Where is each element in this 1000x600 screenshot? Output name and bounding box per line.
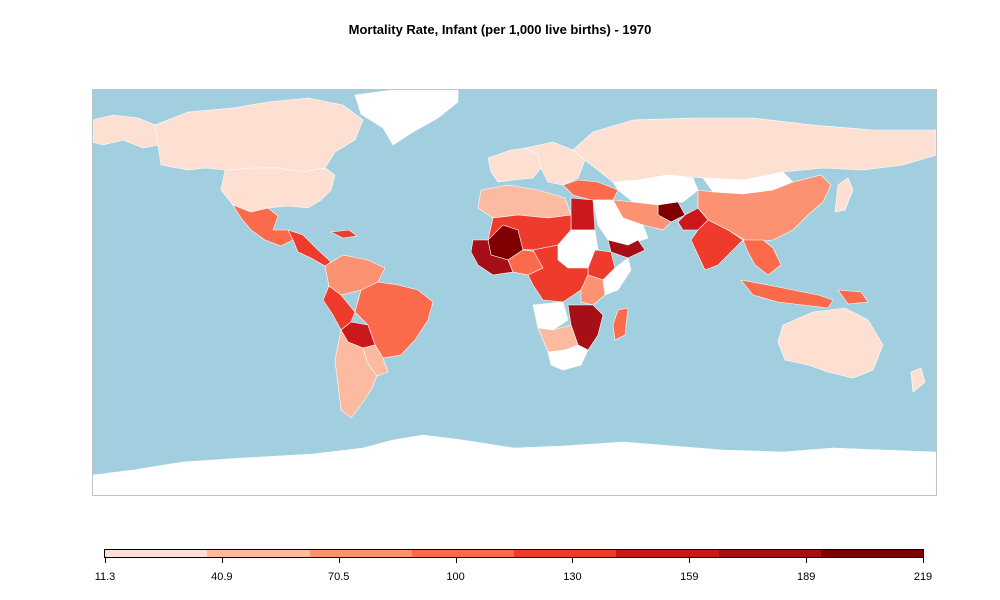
region-caribbean [329, 229, 358, 239]
region-eastern-europe [524, 141, 586, 186]
legend-tick-label: 159 [680, 571, 699, 583]
region-central-asia [612, 174, 699, 206]
region-canada [154, 97, 364, 173]
region-north-africa [477, 184, 572, 219]
region-united-states [220, 167, 336, 213]
legend-swatch-7 [820, 550, 923, 557]
region-indonesia [740, 279, 834, 309]
region-russia [572, 117, 936, 183]
region-western-europe [487, 147, 542, 183]
region-madagascar [612, 307, 629, 341]
legend-tick-label: 40.9 [211, 571, 233, 583]
region-india [690, 219, 744, 271]
legend-tick-label: 11.3 [94, 571, 116, 583]
region-new-zealand [910, 367, 926, 393]
region-australia [777, 307, 884, 379]
region-papua-new-guinea [837, 289, 869, 305]
region-arabian-peninsula [592, 199, 649, 246]
region-southeast-asia [742, 239, 782, 276]
legend-tick [455, 557, 457, 563]
legend-tick [689, 557, 691, 563]
world-map [92, 89, 937, 496]
legend-swatch-2 [309, 550, 412, 557]
region-kenya-uganda [580, 274, 606, 306]
legend-tick-label: 100 [446, 571, 465, 583]
region-central-america [287, 229, 332, 267]
legend-tick-label: 189 [796, 571, 816, 583]
region-argentina-chile [334, 329, 378, 419]
region-turkey [562, 179, 619, 201]
region-alaska [93, 114, 159, 149]
legend-tick [105, 557, 106, 563]
legend-tick-label: 130 [563, 571, 582, 583]
region-antarctica [93, 434, 936, 495]
region-south-africa [547, 344, 589, 371]
region-angola [532, 301, 569, 331]
legend-swatch-6 [718, 550, 821, 557]
region-mexico [232, 204, 294, 247]
region-egypt [570, 197, 596, 231]
legend-swatch-0 [105, 550, 208, 557]
legend-swatch-4 [514, 550, 617, 557]
legend-tick [338, 557, 340, 563]
legend-tick-label: 70.5 [327, 571, 350, 583]
map-title: Mortality Rate, Infant (per 1,000 live b… [348, 22, 652, 37]
legend-tick [806, 557, 808, 563]
legend-tick-label: 219 [913, 571, 933, 583]
legend-tick [221, 557, 223, 563]
legend-swatch-3 [411, 550, 514, 557]
legend-tick [923, 557, 924, 563]
color-legend [104, 549, 924, 558]
legend-swatch-5 [616, 550, 719, 557]
region-japan [834, 177, 854, 213]
legend-swatch-1 [207, 550, 310, 557]
region-greenland [354, 90, 459, 146]
legend-tick [572, 557, 574, 563]
